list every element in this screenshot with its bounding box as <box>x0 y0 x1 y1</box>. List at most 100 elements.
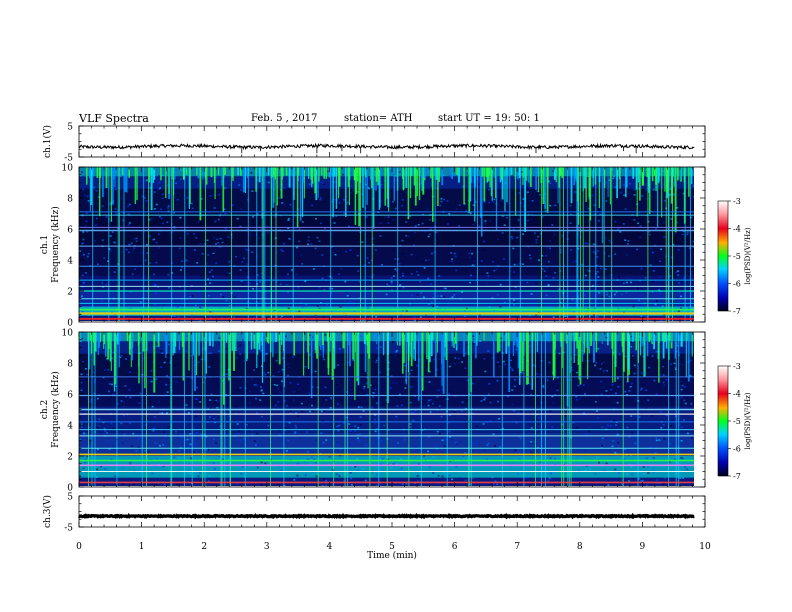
spectrogram-speckle <box>504 302 507 304</box>
spectrogram-speckle <box>323 478 326 480</box>
spectrogram-speckle <box>395 175 398 177</box>
spectrogram-speckle <box>365 393 368 396</box>
spectrogram-speckle <box>218 455 220 457</box>
spectrogram-speckle <box>484 397 487 399</box>
spectrogram-speckle <box>304 474 307 476</box>
spectrogram-speckle <box>283 272 286 275</box>
spectrogram-speckle <box>593 251 596 253</box>
spectrogram-speckle <box>600 380 603 383</box>
spectrogram-speckle <box>298 228 301 230</box>
spectrogram-speckle <box>298 257 301 259</box>
spectrogram-speckle <box>222 296 225 298</box>
spectrogram-speckle <box>188 446 191 448</box>
spectrogram-speckle <box>464 451 467 454</box>
spectrogram-speckle <box>165 375 168 377</box>
spectrogram-speckle <box>672 243 675 246</box>
spectrogram-speckle <box>309 463 312 466</box>
spectrogram-speckle <box>283 204 286 207</box>
spectrogram-speckle <box>110 396 113 398</box>
spectrogram-speckle <box>629 182 631 185</box>
spectrogram-speckle <box>374 388 377 391</box>
spectrogram-speckle <box>246 390 249 393</box>
spectrogram-speckle <box>681 233 684 236</box>
spectrogram-speckle <box>155 261 158 264</box>
spectrogram-speckle <box>369 275 372 278</box>
spectrogram-speckle <box>153 208 156 210</box>
spectrogram-speckle <box>414 446 417 448</box>
spectrogram-speckle <box>538 259 540 261</box>
spectrogram-speckle <box>409 401 412 404</box>
spectrogram-speckle <box>652 281 655 283</box>
spectrogram-speckle <box>375 428 378 430</box>
spectrogram-speckle <box>291 269 294 272</box>
spectrogram-speckle <box>252 216 255 218</box>
spectrogram-speckle <box>201 252 204 255</box>
spectrogram-speckle <box>641 195 644 197</box>
spectrogram-speckle <box>141 189 144 191</box>
x-tick-label: 3 <box>264 542 270 552</box>
spectrogram-speckle <box>555 369 558 371</box>
spectrogram-speckle <box>211 363 213 366</box>
spectrogram-speckle <box>101 205 104 207</box>
y-tick-label: -5 <box>64 154 73 164</box>
spectrogram-speckle <box>129 291 132 293</box>
spectrogram-speckle <box>162 222 164 225</box>
spectrogram-speckle <box>355 467 358 469</box>
spectrogram-speckle <box>207 448 210 451</box>
spectrogram-speckle <box>686 231 689 233</box>
spectrogram-speckle <box>610 388 613 391</box>
spectrogram-speckle <box>81 274 84 276</box>
spectrogram-speckle <box>338 424 341 427</box>
spectrogram-speckle <box>443 287 446 290</box>
spectrogram-speckle <box>228 272 231 275</box>
spectrogram-speckle <box>574 477 577 480</box>
spectrogram-speckle <box>236 482 239 485</box>
spectrogram-speckle <box>161 352 164 354</box>
spectrogram-speckle <box>355 458 358 460</box>
spectrogram-speckle <box>632 355 635 357</box>
spectrogram-speckle <box>525 264 528 266</box>
spectrogram-speckle <box>343 212 346 215</box>
spectrogram-speckle <box>377 437 380 439</box>
spectrogram-speckle <box>442 174 445 177</box>
spectrogram-speckle <box>376 402 379 405</box>
spectrogram-speckle <box>559 251 562 254</box>
spectrogram-speckle <box>652 457 655 459</box>
spectrogram-speckle <box>328 456 331 458</box>
x-axis-label: Time (min) <box>367 550 417 561</box>
spectrogram-speckle <box>530 441 533 443</box>
spectrogram-speckle <box>323 410 326 412</box>
spectrogram-speckle <box>672 193 675 195</box>
spectrogram-speckle <box>570 213 573 216</box>
spectrogram-speckle <box>489 420 492 422</box>
spectrogram-speckle <box>205 435 208 438</box>
spectrogram-speckle <box>301 221 304 223</box>
spectrogram-speckle <box>429 411 432 413</box>
spectrogram-speckle <box>512 247 515 250</box>
spectrogram-speckle <box>376 347 379 349</box>
spectrogram-speckle <box>193 433 196 436</box>
spectrogram-speckle <box>553 233 556 236</box>
colorbar-tick-label: -6 <box>733 280 741 289</box>
spectrogram-speckle <box>432 472 435 474</box>
spectrogram-speckle <box>379 462 382 465</box>
spectrogram-speckle <box>567 231 570 234</box>
spectrogram-speckle <box>633 219 636 221</box>
spectrogram-speckle <box>538 268 541 271</box>
spectrogram-speckle <box>168 382 171 384</box>
spectrogram-speckle <box>553 248 555 251</box>
spectrogram-speckle <box>605 462 608 465</box>
spectrogram-speckle <box>193 232 196 235</box>
spectrogram-speckle <box>342 173 345 176</box>
spectrogram-speckle <box>196 185 199 187</box>
spectrogram-speckle <box>378 371 381 374</box>
spectrogram-speckle <box>208 271 211 273</box>
spectrogram-speckle <box>181 260 183 263</box>
spectrogram-speckle <box>292 399 295 401</box>
spectrogram-speckle <box>241 466 244 468</box>
spectrogram-speckle <box>596 316 599 318</box>
spectrogram-speckle <box>546 363 548 365</box>
spectrogram-speckle <box>622 167 625 169</box>
spectrogram-speckle <box>600 296 603 298</box>
spectrogram-speckle <box>614 451 617 454</box>
